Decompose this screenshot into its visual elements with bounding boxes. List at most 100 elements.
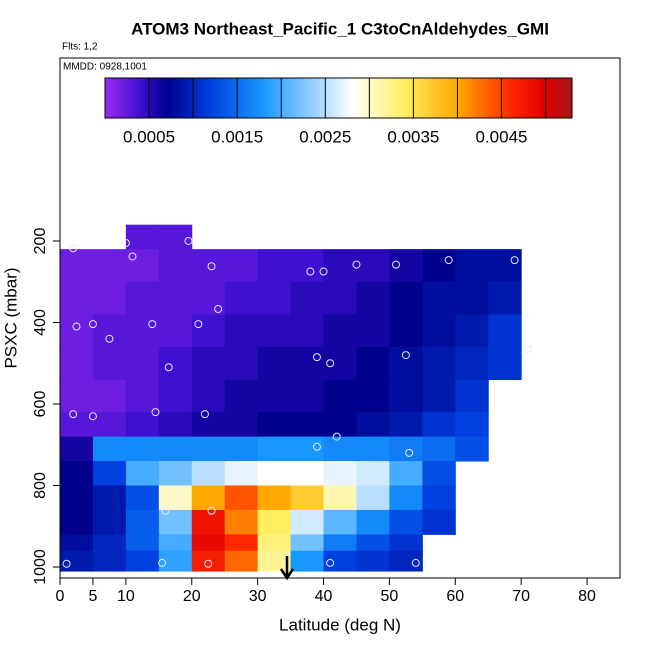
flight-point [312,353,321,362]
flight-point [207,506,216,515]
y-tick-label: 1000 [32,549,49,585]
heat-cell [488,249,522,283]
heat-cell [389,412,423,438]
heat-cell [323,346,357,381]
flight-point [105,334,114,343]
y-axis-label: PSXC (mbar) [1,267,20,368]
flight-point [164,363,173,372]
flight-point [200,410,209,419]
x-tick-label: 20 [183,588,201,605]
arrow-head [279,568,295,581]
heat-cell [224,461,259,486]
flight-point [312,442,321,451]
heat-cell [158,461,193,486]
heat-cell [125,461,160,486]
heat-cell [224,412,259,438]
heat-cell [290,281,325,315]
flight-point [194,320,203,329]
flight-point [158,558,167,567]
x-tick-label: 80 [578,588,596,605]
heat-cell [356,379,390,413]
heat-cell [488,346,522,381]
heat-cell [290,249,325,283]
heat-cell [488,281,522,315]
heat-cell [356,281,390,315]
heat-cell [290,509,325,535]
plot-frame [59,57,621,579]
heat-cell [60,346,94,381]
flight-point [88,412,97,421]
heat-cell [323,534,357,552]
heat-cell [455,281,489,315]
flight-point [523,344,532,353]
y-tick-label: 800 [32,472,49,499]
heat-cell [158,314,193,348]
x-tick-label: 60 [446,588,464,605]
heat-cell [158,224,193,250]
y-tick-label: 600 [32,391,49,418]
flight-point [411,558,420,567]
heatmap [60,224,522,572]
heat-cell [290,461,325,486]
heat-cell [224,379,259,413]
heat-cell [125,346,160,381]
heat-cell [257,249,292,283]
heat-cell [356,485,390,511]
x-axis-label: Latitude (deg N) [279,615,401,634]
flight-point [128,252,137,261]
heat-cell [422,485,456,511]
overlay: MMDD: 0928,1001 0 5 10 20 30 40 50 60 70 80 200 400 6… [32,57,621,605]
heat-cell [455,379,489,413]
heat-cell [422,379,456,413]
heat-cell [125,224,160,250]
flight-point [319,267,328,276]
heat-cell [125,379,160,413]
heat-cell [257,550,292,572]
heat-cell [257,509,292,535]
heat-cell [356,412,390,438]
heat-cell [125,412,160,438]
heat-cell [125,249,160,283]
x-tick-label: 5 [88,588,97,605]
heat-cell [125,550,160,572]
heat-cell [290,550,325,572]
heat-cell [389,314,423,348]
flight-point [151,408,160,417]
heat-cell [92,461,127,486]
heat-cell [323,550,357,572]
flight-point [72,322,81,331]
heat-cell [224,485,259,511]
heat-cell [60,485,94,511]
heat-cell [60,461,94,486]
heat-cell [60,281,94,315]
flights-label: Flts: 1,2 [62,42,98,53]
x-tick-label: 50 [381,588,399,605]
heat-cell [158,412,193,438]
heat-cell [224,346,259,381]
heat-cell [356,509,390,535]
x-tick-label: 70 [512,588,530,605]
heat-cell [224,550,259,572]
heat-cell [158,485,193,511]
heat-cell [422,346,456,381]
heat-cell [158,550,193,572]
heat-cell [455,436,489,462]
heat-cell [455,412,489,438]
heat-cell [224,281,259,315]
heat-cell [92,281,127,315]
flight-point [332,432,341,441]
heat-cell [257,412,292,438]
flight-point [62,559,71,568]
heat-cell [356,461,390,486]
heat-cell [224,314,259,348]
heat-cell [125,314,160,348]
flight-point [392,260,400,269]
heat-cell [257,346,292,381]
heat-cell [60,436,94,462]
heat-cell [323,436,357,462]
heat-cell [356,249,390,283]
heat-cell [356,346,390,381]
heat-cell [389,485,423,511]
heat-cell [191,412,226,438]
flight-point [121,239,130,248]
